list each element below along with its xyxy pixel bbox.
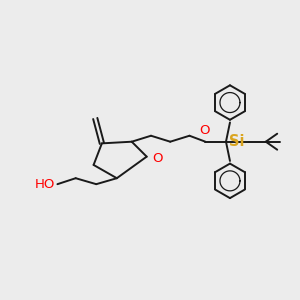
Text: O: O — [152, 152, 163, 165]
Text: O: O — [200, 124, 210, 137]
Text: Si: Si — [229, 134, 244, 149]
Text: HO: HO — [34, 178, 55, 191]
